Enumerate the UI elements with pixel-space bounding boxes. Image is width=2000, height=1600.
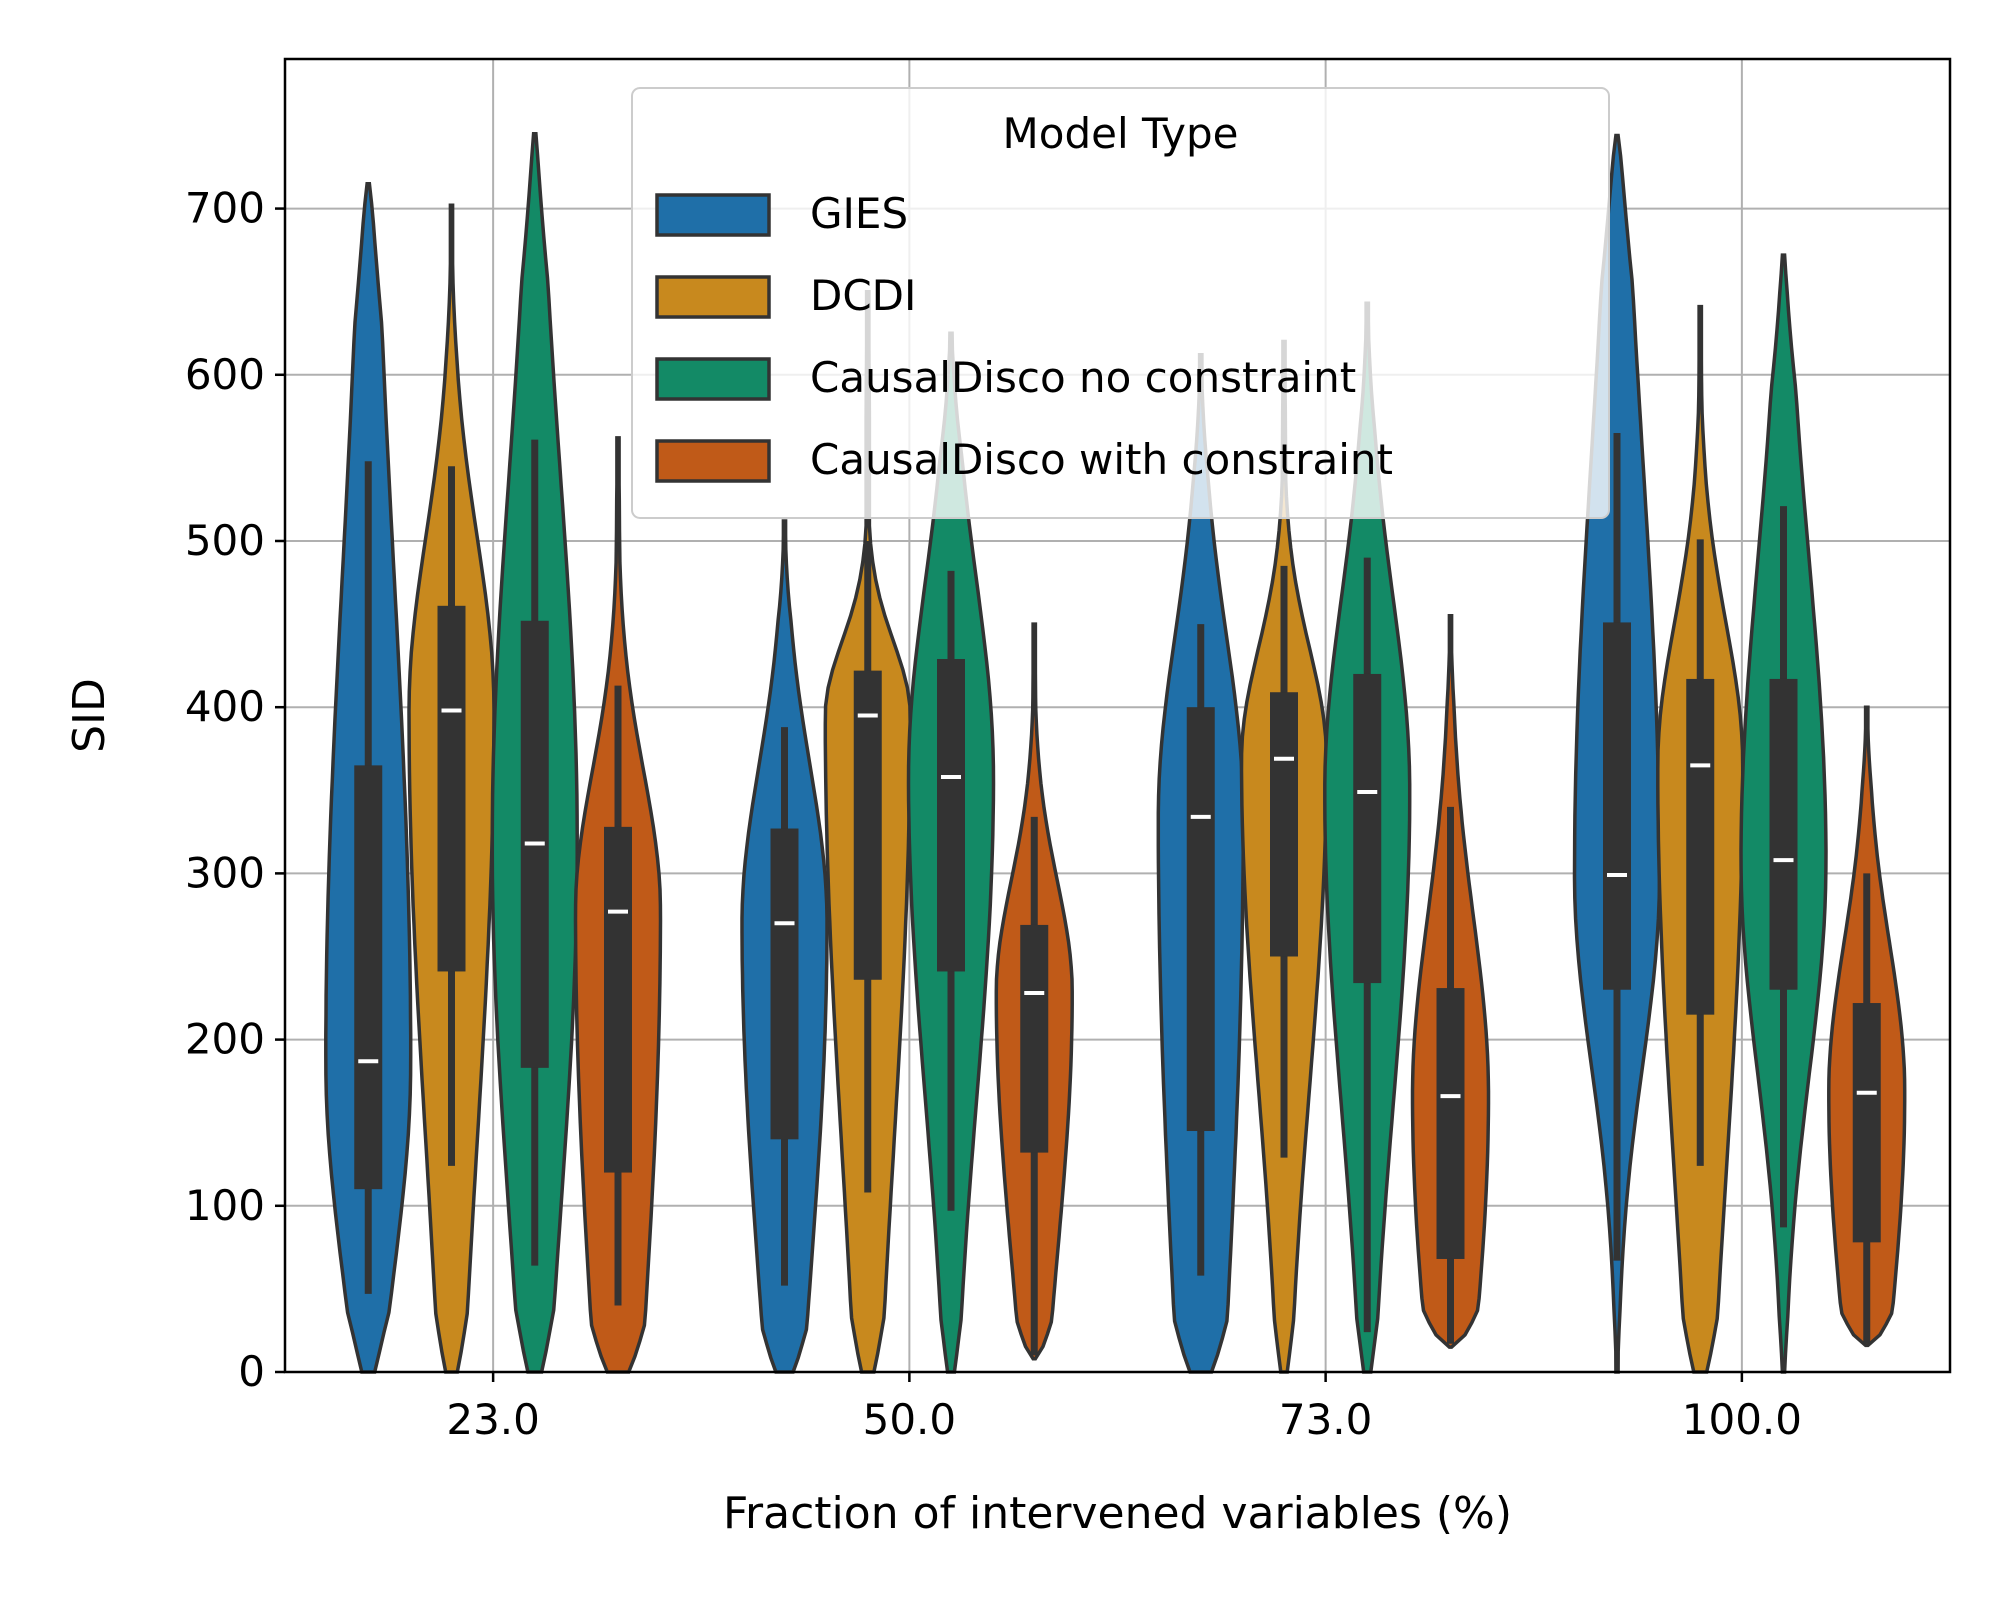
violin-2-0 [490, 132, 579, 1374]
legend-box [631, 87, 1610, 519]
violin-iqr-box [1852, 1003, 1881, 1243]
legend-swatch [655, 193, 771, 237]
violin-iqr-box [937, 658, 965, 972]
violin-1-2 [1239, 339, 1329, 1374]
y-tick-label: 700 [185, 184, 265, 233]
violin-iqr-box [1020, 924, 1049, 1153]
violin-iqr-box [1769, 678, 1798, 990]
violin-0-3 [1572, 133, 1662, 1374]
violin-iqr-box [604, 826, 632, 1173]
y-tick-label: 100 [185, 1181, 265, 1230]
violin-iqr-box [770, 828, 799, 1140]
y-tick-label: 400 [185, 682, 265, 731]
legend: Model Type GIES DCDI CausalDisco no constr… [631, 87, 1610, 519]
y-tick-label: 500 [185, 516, 265, 565]
legend-swatch [655, 357, 771, 401]
x-tick-label: 73.0 [1279, 1395, 1373, 1444]
violin-3-3 [1827, 705, 1907, 1348]
x-axis-label: Fraction of intervened variables (%) [723, 1488, 1512, 1539]
x-tick-label: 23.0 [446, 1395, 540, 1444]
legend-swatch [655, 439, 771, 483]
violin-0-2 [1156, 353, 1245, 1374]
violin-3-0 [573, 436, 663, 1374]
y-tick-label: 0 [238, 1347, 265, 1396]
violin-iqr-box [354, 765, 383, 1190]
violin-2-2 [1323, 301, 1412, 1374]
legend-swatch [655, 275, 771, 319]
violin-1-1 [823, 289, 912, 1374]
violin-iqr-box [437, 605, 466, 972]
axes [283, 57, 1952, 1374]
violin-0-1 [740, 519, 829, 1374]
violins [324, 132, 1907, 1374]
violin-iqr-box [1436, 988, 1465, 1259]
violin-1-0 [407, 203, 496, 1374]
violin-0-0 [324, 181, 413, 1374]
legend-label: CausalDisco with constraint [810, 435, 1393, 484]
legend-label: GIES [810, 189, 908, 238]
legend-title: Model Type [1003, 109, 1239, 158]
y-tick-label: 200 [185, 1015, 265, 1064]
violin-iqr-box [1186, 707, 1215, 1132]
violin-3-2 [1410, 614, 1491, 1349]
x-tick-label: 50.0 [863, 1395, 957, 1444]
violin-iqr-box [853, 670, 882, 980]
x-tick-label: 100.0 [1682, 1395, 1802, 1444]
y-tick-label: 600 [185, 350, 265, 399]
legend-label: DCDI [810, 271, 916, 320]
violin-2-3 [1739, 253, 1828, 1374]
legend-label: CausalDisco no constraint [810, 353, 1356, 402]
plot-frame [283, 57, 1952, 1374]
violin-iqr-box [1603, 622, 1631, 990]
violin-iqr-box [1686, 678, 1715, 1015]
violin-3-1 [994, 622, 1074, 1361]
violin-iqr-box [1270, 692, 1298, 957]
y-axis-label: SID [64, 678, 115, 753]
y-tick-label: 300 [185, 848, 265, 897]
violin-1-3 [1656, 304, 1745, 1374]
violin-iqr-box [1353, 673, 1382, 984]
y-axis-ticks: 0 100 200 300 400 500 600 700 [185, 184, 285, 1396]
x-axis-ticks: 23.0 50.0 73.0 100.0 [446, 1372, 1802, 1444]
